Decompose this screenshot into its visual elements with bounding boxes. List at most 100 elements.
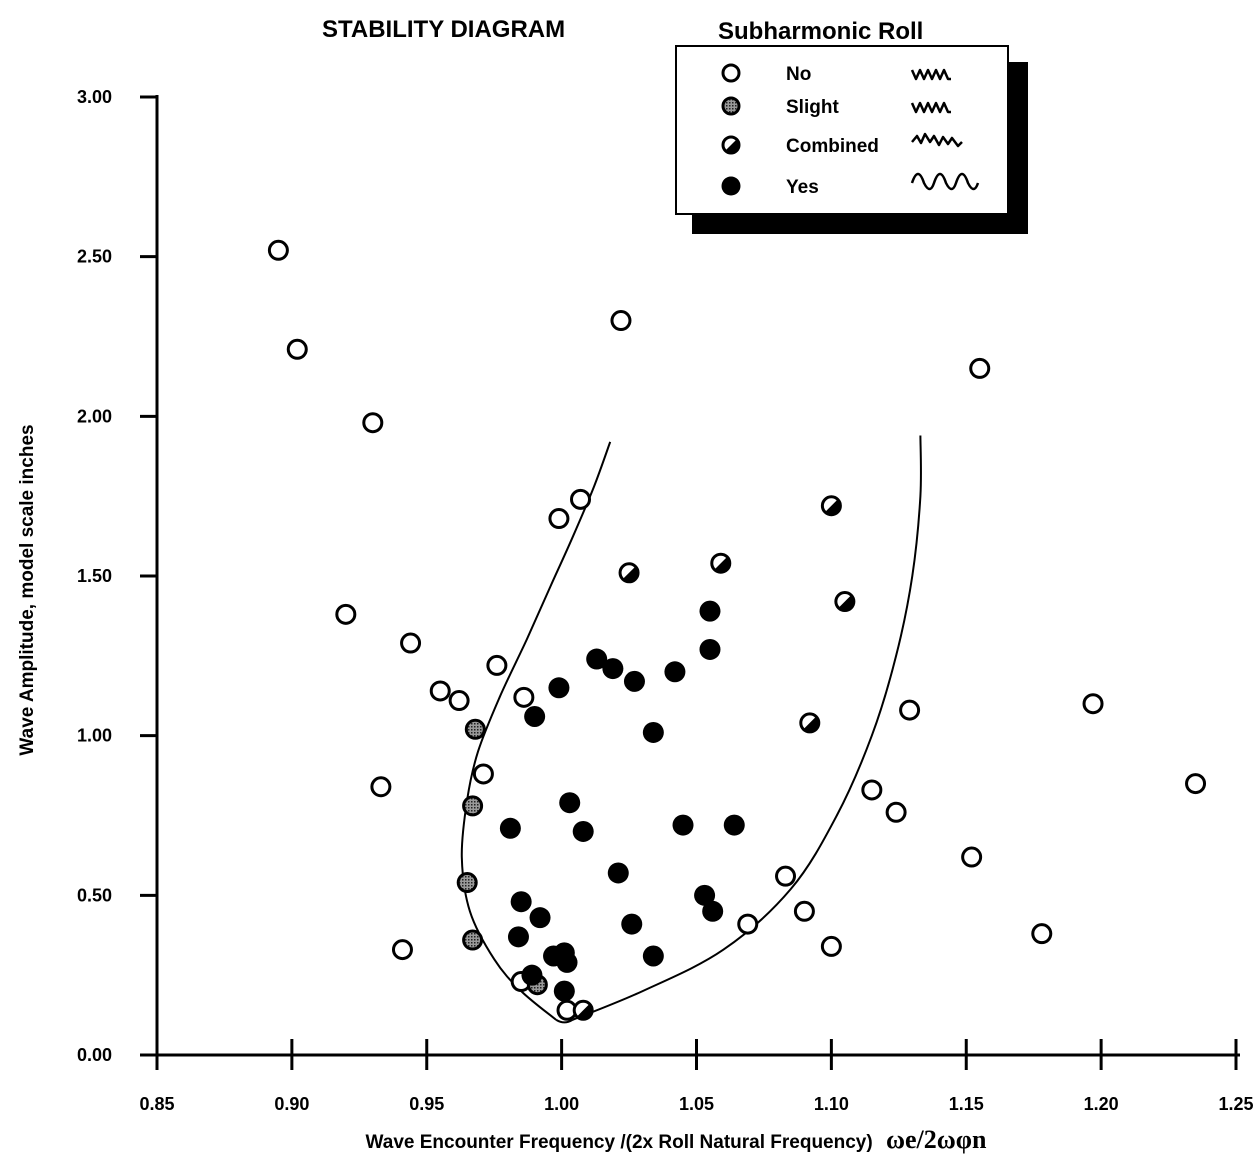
legend-marker-no xyxy=(721,63,741,83)
point-no xyxy=(1031,923,1053,945)
point-no xyxy=(899,699,921,721)
point-no xyxy=(1185,773,1207,795)
point-no xyxy=(793,900,815,922)
y-axis: 0.00 0.50 1.00 1.50 2.00 2.50 3.00 xyxy=(77,87,159,1065)
point-yes xyxy=(529,907,551,929)
legend-label-no: No xyxy=(786,64,811,85)
x-axis-label: Wave Encounter Frequency /(2x Roll Natur… xyxy=(366,1125,987,1154)
point-yes xyxy=(521,964,543,986)
point-no xyxy=(267,239,289,261)
point-yes xyxy=(642,945,664,967)
point-no xyxy=(961,846,983,868)
point-yes xyxy=(664,661,686,683)
point-yes xyxy=(694,884,716,906)
point-yes xyxy=(699,600,721,622)
point-yes xyxy=(723,814,745,836)
stability-boundary xyxy=(460,435,922,1024)
x-axis-label-text: Wave Encounter Frequency /(2x Roll Natur… xyxy=(366,1132,873,1153)
point-combined xyxy=(820,495,842,517)
point-no xyxy=(548,508,570,530)
point-no xyxy=(391,939,413,961)
chart-title: STABILITY DIAGRAM xyxy=(322,16,565,43)
legend-label-combined: Combined xyxy=(786,136,879,157)
legend-marker-combined xyxy=(721,135,741,155)
point-yes xyxy=(672,814,694,836)
point-slight xyxy=(462,795,484,817)
series-combined xyxy=(572,495,856,1021)
point-no xyxy=(570,488,592,510)
x-tick-label: 1.00 xyxy=(544,1094,579,1114)
point-yes xyxy=(702,900,724,922)
x-tick-label: 0.95 xyxy=(409,1094,444,1114)
point-combined xyxy=(834,591,856,613)
point-slight xyxy=(462,929,484,951)
y-tick-label: 3.00 xyxy=(77,87,112,107)
x-tick-label: 0.90 xyxy=(274,1094,309,1114)
point-yes xyxy=(602,658,624,680)
point-no xyxy=(448,690,470,712)
point-yes xyxy=(623,670,645,692)
legend-marker-slight xyxy=(721,96,741,116)
point-no xyxy=(370,776,392,798)
point-yes xyxy=(510,891,532,913)
point-yes xyxy=(572,820,594,842)
legend-wave-no xyxy=(910,68,951,81)
point-no xyxy=(513,686,535,708)
x-tick-label: 1.20 xyxy=(1084,1094,1119,1114)
point-yes xyxy=(556,951,578,973)
point-yes xyxy=(499,817,521,839)
y-tick-label: 1.00 xyxy=(77,726,112,746)
point-yes xyxy=(621,913,643,935)
legend-marker-yes xyxy=(721,176,741,196)
boundary-curve-left xyxy=(460,441,612,1021)
point-no xyxy=(286,338,308,360)
point-yes xyxy=(607,862,629,884)
point-combined xyxy=(618,562,640,584)
point-no xyxy=(861,779,883,801)
legend: Subharmonic Roll No Slight Combined Yes xyxy=(675,18,1028,234)
point-yes xyxy=(524,706,546,728)
point-no xyxy=(472,763,494,785)
point-yes xyxy=(586,648,608,670)
legend-wave-yes xyxy=(910,172,980,191)
y-tick-label: 2.00 xyxy=(77,406,112,426)
y-axis-label: Wave Amplitude, model scale inches xyxy=(17,424,38,755)
x-tick-label: 1.25 xyxy=(1218,1094,1253,1114)
series-no xyxy=(267,239,1207,1021)
point-yes xyxy=(642,721,664,743)
x-axis: 0.85 0.90 0.95 1.00 1.05 1.10 1.15 1.20 1.25 xyxy=(139,1039,1254,1114)
point-combined xyxy=(710,552,732,574)
point-no xyxy=(1082,693,1104,715)
point-yes xyxy=(553,980,575,1002)
series-yes xyxy=(499,600,745,1002)
point-no xyxy=(400,632,422,654)
x-axis-label-symbol: ωe/2ωφn xyxy=(886,1125,987,1154)
point-no xyxy=(885,801,907,823)
legend-wave-slight xyxy=(910,101,951,114)
legend-label-yes: Yes xyxy=(786,177,819,198)
point-combined xyxy=(799,712,821,734)
y-tick-label: 2.50 xyxy=(77,247,112,267)
point-no xyxy=(775,865,797,887)
legend-wave-combined xyxy=(911,132,963,148)
point-combined xyxy=(572,999,594,1021)
point-no xyxy=(969,357,991,379)
point-no xyxy=(820,935,842,957)
point-yes xyxy=(559,792,581,814)
x-tick-label: 1.05 xyxy=(679,1094,714,1114)
point-slight xyxy=(464,718,486,740)
legend-label-slight: Slight xyxy=(786,97,839,118)
y-tick-label: 0.00 xyxy=(77,1045,112,1065)
point-yes xyxy=(507,926,529,948)
boundary-curve-right xyxy=(572,435,922,1021)
point-no xyxy=(737,913,759,935)
point-yes xyxy=(699,638,721,660)
y-tick-label: 1.50 xyxy=(77,566,112,586)
data-points xyxy=(267,239,1207,1021)
point-no xyxy=(335,603,357,625)
point-slight xyxy=(456,872,478,894)
point-no xyxy=(610,310,632,332)
series-slight xyxy=(456,718,548,996)
point-yes xyxy=(548,677,570,699)
boundary-curve-bottom xyxy=(555,1019,573,1024)
